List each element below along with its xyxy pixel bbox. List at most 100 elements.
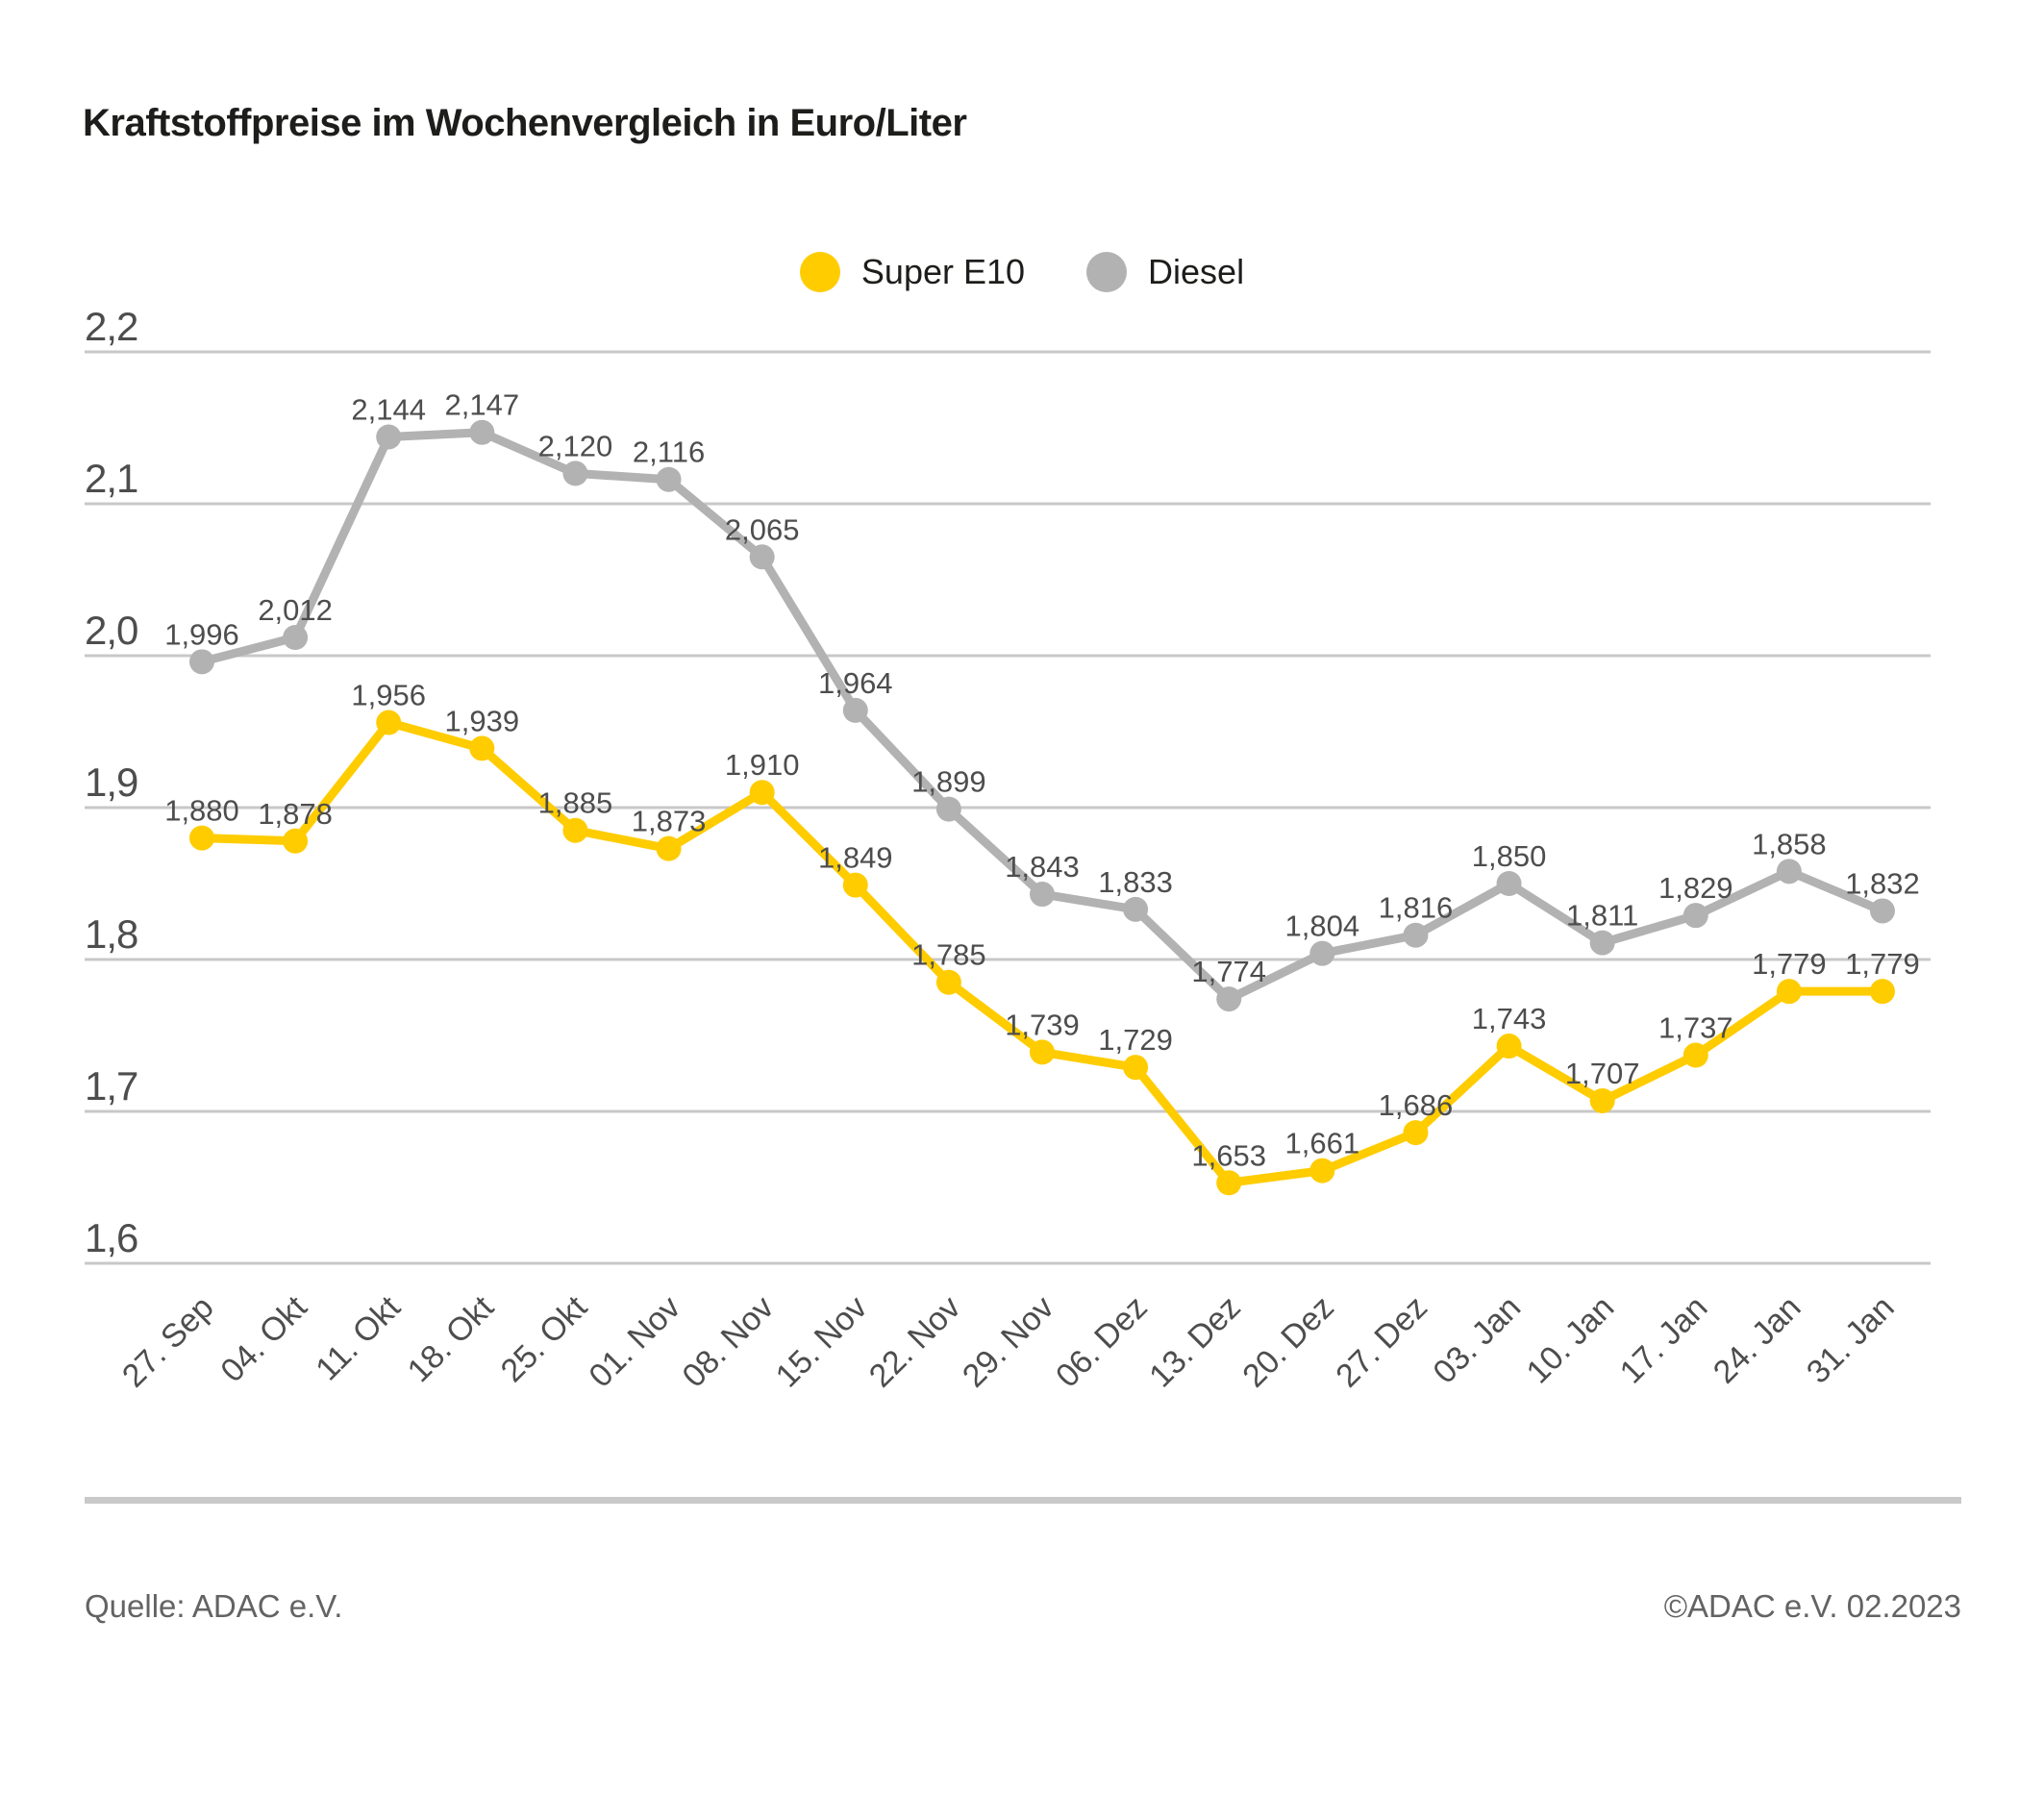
x-axis-tick-label: 27. Sep — [115, 1289, 221, 1395]
data-point-super-e10 — [283, 828, 309, 854]
x-axis-tick-label: 01. Nov — [582, 1289, 687, 1395]
data-point-diesel — [1403, 922, 1429, 948]
data-label-diesel: 1,858 — [1752, 827, 1827, 860]
legend-dot-icon — [1086, 252, 1128, 292]
data-point-diesel — [1123, 896, 1149, 922]
legend-item-super-e10: Super E10 — [799, 252, 1026, 292]
data-label-super-e10: 1,939 — [445, 704, 520, 737]
legend-label: Diesel — [1148, 252, 1245, 291]
x-axis-tick-label: 22. Nov — [862, 1289, 968, 1395]
data-label-diesel: 2,147 — [445, 388, 520, 422]
legend-dot-icon — [799, 252, 840, 292]
y-axis-tick-label: 2,2 — [85, 304, 137, 349]
x-axis-tick-label: 15. Nov — [769, 1289, 875, 1395]
data-label-diesel: 1,829 — [1658, 871, 1733, 905]
data-label-diesel: 1,811 — [1566, 899, 1638, 933]
chart-legend: Super E10 Diesel — [0, 252, 2044, 292]
data-point-super-e10 — [1776, 979, 1802, 1005]
data-point-super-e10 — [469, 735, 495, 761]
data-point-diesel — [1496, 871, 1522, 896]
data-label-diesel: 1,996 — [164, 617, 239, 651]
data-label-super-e10: 1,873 — [632, 805, 707, 838]
x-axis-tick-label: 27. Dez — [1329, 1289, 1434, 1395]
y-axis-tick-label: 2,0 — [85, 608, 137, 653]
data-label-super-e10: 1,686 — [1379, 1088, 1454, 1122]
x-axis-tick-label: 29. Nov — [956, 1289, 1061, 1395]
data-label-super-e10: 1,729 — [1098, 1023, 1173, 1057]
y-axis-tick-label: 1,9 — [85, 760, 137, 805]
data-point-super-e10 — [1589, 1087, 1615, 1113]
data-point-super-e10 — [562, 817, 588, 843]
data-point-diesel — [189, 649, 214, 675]
data-point-super-e10 — [1869, 979, 1895, 1005]
x-axis-tick-label: 03. Jan — [1426, 1289, 1528, 1391]
data-point-super-e10 — [1309, 1158, 1335, 1184]
data-label-diesel: 2,144 — [351, 392, 426, 426]
data-label-diesel: 1,964 — [818, 666, 893, 700]
data-point-super-e10 — [376, 710, 402, 735]
data-point-diesel — [1776, 859, 1802, 885]
data-label-super-e10: 1,707 — [1565, 1057, 1640, 1090]
footer: Quelle: ADAC e.V. ©ADAC e.V. 02.2023 — [85, 1590, 1961, 1622]
data-point-super-e10 — [1029, 1039, 1055, 1065]
data-point-diesel — [749, 544, 775, 570]
data-label-super-e10: 1,653 — [1191, 1138, 1266, 1172]
source-note: Quelle: ADAC e.V. — [85, 1588, 343, 1624]
page-title: Kraftstoffpreise im Wochenvergleich in E… — [83, 102, 967, 144]
data-point-diesel — [1589, 930, 1615, 956]
data-point-diesel — [1029, 882, 1055, 908]
legend-item-diesel: Diesel — [1086, 252, 1244, 292]
data-label-diesel: 2,116 — [633, 436, 705, 469]
y-axis-tick-label: 1,8 — [85, 911, 137, 957]
data-point-super-e10 — [749, 780, 775, 806]
data-label-super-e10: 1,849 — [818, 841, 893, 875]
data-label-diesel: 2,120 — [538, 429, 613, 462]
copyright-note: ©ADAC e.V. 02.2023 — [1663, 1588, 1961, 1624]
data-label-diesel: 2,012 — [258, 593, 333, 627]
data-point-diesel — [656, 466, 682, 492]
data-label-super-e10: 1,779 — [1845, 947, 1920, 981]
data-point-diesel — [1216, 986, 1242, 1012]
x-axis-tick-label: 25. Okt — [494, 1288, 595, 1389]
data-label-super-e10: 1,785 — [911, 938, 986, 972]
data-point-diesel — [935, 796, 961, 822]
x-axis-tick-label: 20. Dez — [1235, 1289, 1341, 1395]
data-point-super-e10 — [1403, 1120, 1429, 1146]
data-label-diesel: 1,899 — [911, 765, 986, 799]
x-axis-tick-label: 06. Dez — [1049, 1289, 1155, 1395]
data-label-super-e10: 1,956 — [351, 679, 426, 712]
x-axis-tick-label: 04. Okt — [213, 1288, 314, 1389]
y-axis-tick-label: 1,6 — [85, 1215, 137, 1260]
data-label-super-e10: 1,739 — [1005, 1008, 1080, 1041]
footer-divider — [85, 1497, 1961, 1504]
data-label-super-e10: 1,910 — [725, 748, 800, 782]
data-point-diesel — [283, 625, 309, 651]
data-label-diesel: 1,832 — [1845, 866, 1920, 900]
x-axis-tick-label: 11. Okt — [309, 1288, 408, 1387]
data-point-diesel — [1869, 898, 1895, 924]
data-point-diesel — [1309, 940, 1335, 966]
data-point-super-e10 — [189, 825, 214, 851]
data-label-super-e10: 1,779 — [1752, 947, 1827, 981]
data-label-super-e10: 1,737 — [1658, 1011, 1733, 1045]
data-point-super-e10 — [1216, 1170, 1242, 1196]
data-label-diesel: 2,065 — [725, 512, 800, 546]
data-label-super-e10: 1,878 — [258, 797, 333, 831]
legend-label: Super E10 — [860, 252, 1026, 291]
x-axis-tick-label: 24. Jan — [1707, 1289, 1808, 1391]
data-point-super-e10 — [935, 969, 961, 995]
data-label-diesel: 1,833 — [1098, 865, 1173, 899]
data-point-diesel — [842, 697, 868, 723]
data-label-diesel: 1,850 — [1472, 839, 1547, 873]
data-label-super-e10: 1,661 — [1285, 1127, 1360, 1160]
data-label-diesel: 1,843 — [1005, 850, 1080, 884]
x-axis-tick-label: 31. Jan — [1800, 1289, 1902, 1391]
y-axis-tick-label: 2,1 — [85, 456, 137, 501]
data-point-super-e10 — [1683, 1042, 1708, 1068]
x-axis-tick-label: 18. Okt — [401, 1288, 502, 1389]
data-label-diesel: 1,774 — [1191, 955, 1266, 988]
data-point-diesel — [469, 419, 495, 445]
x-axis-tick-label: 17. Jan — [1613, 1289, 1715, 1391]
